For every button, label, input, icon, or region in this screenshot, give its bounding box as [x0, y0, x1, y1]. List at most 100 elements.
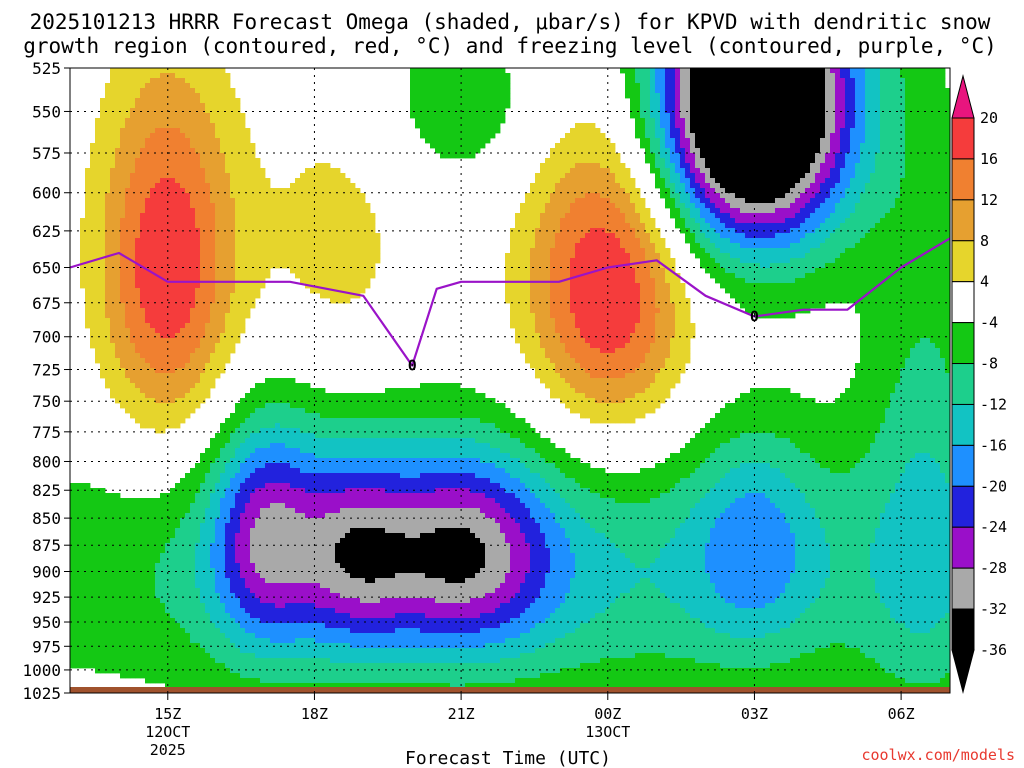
- omega-cell: [70, 648, 75, 653]
- omega-cell: [85, 523, 90, 528]
- omega-cell: [160, 283, 165, 288]
- omega-cell: [170, 593, 175, 598]
- omega-cell: [115, 343, 120, 348]
- omega-cell: [190, 378, 195, 383]
- omega-cell: [150, 313, 155, 318]
- omega-cell: [160, 393, 165, 398]
- omega-cell: [185, 558, 190, 563]
- omega-cell: [185, 638, 190, 643]
- omega-cell: [170, 148, 175, 153]
- omega-cell: [130, 363, 135, 368]
- omega-cell: [200, 368, 205, 373]
- omega-cell: [160, 368, 165, 373]
- omega-cell: [150, 173, 155, 178]
- omega-cell: [140, 193, 145, 198]
- omega-cell: [180, 583, 185, 588]
- omega-cell: [130, 288, 135, 293]
- omega-cell: [205, 168, 210, 173]
- omega-cell: [90, 218, 95, 223]
- omega-cell: [100, 318, 105, 323]
- omega-cell: [195, 193, 200, 198]
- omega-cell: [175, 673, 180, 678]
- omega-cell: [110, 513, 115, 518]
- omega-cell: [200, 343, 205, 348]
- omega-cell: [75, 658, 80, 663]
- omega-cell: [135, 558, 140, 563]
- omega-cell: [115, 288, 120, 293]
- omega-cell: [140, 653, 145, 658]
- omega-cell: [105, 533, 110, 538]
- omega-cell: [150, 293, 155, 298]
- omega-cell: [160, 83, 165, 88]
- omega-cell: [135, 368, 140, 373]
- omega-cell: [100, 488, 105, 493]
- omega-cell: [185, 183, 190, 188]
- omega-cell: [170, 583, 175, 588]
- omega-cell: [180, 563, 185, 568]
- omega-cell: [75, 608, 80, 613]
- omega-cell: [125, 308, 130, 313]
- omega-cell: [170, 418, 175, 423]
- omega-cell: [170, 313, 175, 318]
- omega-cell: [205, 138, 210, 143]
- omega-cell: [170, 258, 175, 263]
- omega-cell: [180, 408, 185, 413]
- omega-cell: [155, 343, 160, 348]
- omega-cell: [120, 613, 125, 618]
- omega-cell: [135, 163, 140, 168]
- omega-cell: [110, 118, 115, 123]
- omega-cell: [135, 133, 140, 138]
- omega-cell: [120, 373, 125, 378]
- omega-cell: [205, 268, 210, 273]
- omega-cell: [150, 543, 155, 548]
- omega-cell: [155, 123, 160, 128]
- omega-cell: [175, 403, 180, 408]
- omega-cell: [190, 468, 195, 473]
- omega-cell: [155, 578, 160, 583]
- omega-cell: [170, 523, 175, 528]
- omega-cell: [120, 393, 125, 398]
- omega-cell: [125, 498, 130, 503]
- omega-cell: [170, 158, 175, 163]
- omega-cell: [110, 628, 115, 633]
- omega-cell: [135, 288, 140, 293]
- omega-cell: [200, 563, 205, 568]
- omega-cell: [105, 318, 110, 323]
- omega-cell: [190, 178, 195, 183]
- omega-cell: [140, 233, 145, 238]
- omega-cell: [120, 563, 125, 568]
- omega-cell: [145, 93, 150, 98]
- omega-cell: [120, 128, 125, 133]
- omega-cell: [115, 348, 120, 353]
- omega-cell: [120, 633, 125, 638]
- omega-cell: [195, 113, 200, 118]
- omega-cell: [175, 98, 180, 103]
- omega-cell: [130, 213, 135, 218]
- omega-cell: [95, 633, 100, 638]
- omega-cell: [175, 628, 180, 633]
- omega-cell: [145, 108, 150, 113]
- omega-cell: [195, 233, 200, 238]
- omega-cell: [105, 368, 110, 373]
- omega-cell: [125, 303, 130, 308]
- omega-cell: [195, 98, 200, 103]
- omega-cell: [155, 78, 160, 83]
- omega-cell: [90, 158, 95, 163]
- omega-cell: [125, 138, 130, 143]
- omega-cell: [110, 78, 115, 83]
- omega-cell: [140, 173, 145, 178]
- omega-cell: [105, 278, 110, 283]
- omega-cell: [205, 293, 210, 298]
- omega-cell: [130, 663, 135, 668]
- omega-cell: [110, 198, 115, 203]
- omega-cell: [190, 183, 195, 188]
- omega-cell: [85, 303, 90, 308]
- omega-cell: [115, 98, 120, 103]
- omega-cell: [130, 508, 135, 513]
- omega-cell: [145, 408, 150, 413]
- omega-cell: [195, 333, 200, 338]
- omega-cell: [170, 118, 175, 123]
- omega-cell: [120, 343, 125, 348]
- omega-cell: [100, 578, 105, 583]
- omega-cell: [150, 588, 155, 593]
